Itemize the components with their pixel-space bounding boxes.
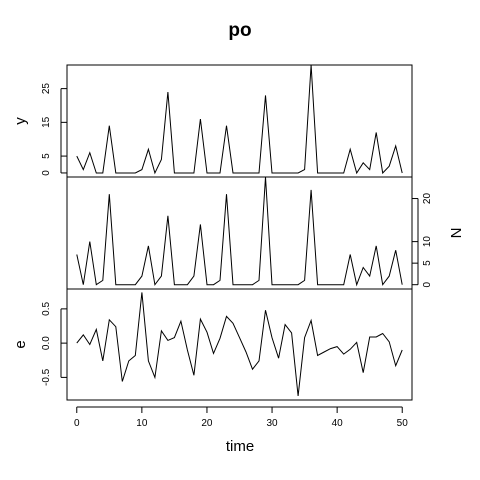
series-line-1 (76, 176, 403, 287)
y-tick-label: 5 (422, 260, 433, 266)
y-tick-label: -0.5 (41, 368, 52, 386)
series-line-2 (76, 292, 403, 396)
x-tick-label: 0 (74, 418, 80, 429)
y-axis-title: y (12, 117, 29, 125)
y-tick-label: 0 (422, 281, 433, 287)
y-tick-label: 0 (41, 170, 52, 176)
y-tick-label: 25 (41, 83, 52, 95)
panels: 0 5 15 25 y 0 5 10 20 N -0.5 0.0 0.5 e (12, 64, 465, 401)
y-tick-label: 0.5 (41, 301, 52, 315)
panel-frame (66, 288, 413, 401)
x-tick-label: 10 (136, 418, 148, 429)
chart-title: po (228, 20, 251, 41)
x-tick-label: 50 (397, 418, 409, 429)
x-axis-title: time (226, 438, 254, 455)
x-tick-label: 20 (201, 418, 213, 429)
y-tick-label: 10 (422, 236, 433, 248)
series-line-0 (76, 64, 403, 175)
y-tick-label: 20 (422, 193, 433, 205)
y-tick-label: 15 (41, 116, 52, 128)
x-axis: 0 10 20 30 40 50 (74, 406, 409, 429)
panel-frame (66, 176, 413, 290)
y-tick-label: 5 (41, 153, 52, 159)
panel-1: 0 5 10 20 N (66, 176, 465, 290)
panel-frame (66, 64, 413, 178)
panel-2: -0.5 0.0 0.5 e (12, 288, 413, 401)
y-axis-title: N (448, 228, 465, 239)
y-tick-label: 0.0 (41, 336, 52, 350)
panel-0: 0 5 15 25 y (12, 64, 413, 178)
x-tick-label: 30 (266, 418, 278, 429)
x-tick-label: 40 (332, 418, 344, 429)
y-axis-title: e (12, 340, 29, 348)
